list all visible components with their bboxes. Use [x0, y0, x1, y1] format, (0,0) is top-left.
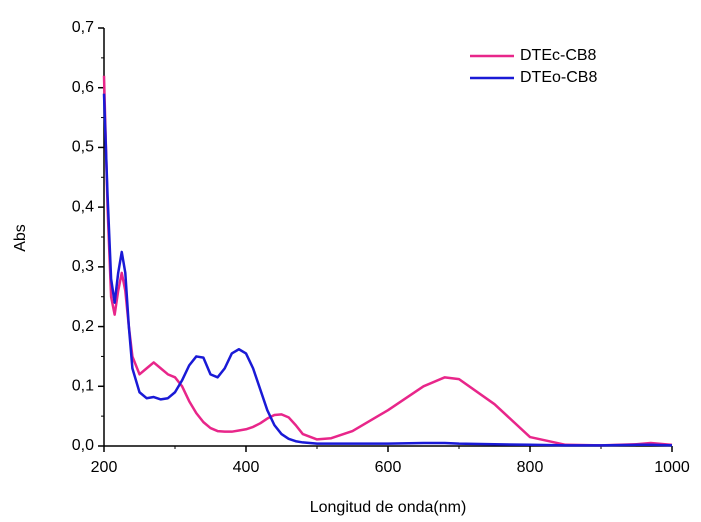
legend-label: DTEc-CB8 [520, 47, 597, 64]
y-tick-label: 0,2 [72, 318, 94, 335]
data-line [102, 75, 673, 447]
x-tick-label: 800 [517, 459, 544, 476]
y-tick-label: 0,1 [72, 378, 94, 395]
legend-label: DTEo-CB8 [520, 69, 597, 86]
data-line [102, 93, 673, 447]
y-tick-label: 0,0 [72, 437, 94, 454]
x-tick-label: 200 [91, 459, 118, 476]
y-tick-label: 0,3 [72, 258, 94, 275]
x-tick-label: 400 [233, 459, 260, 476]
y-tick-label: 0,4 [72, 198, 94, 215]
x-tick-label: 600 [375, 459, 402, 476]
y-axis-title: Abs [12, 224, 29, 252]
y-tick-label: 0,7 [72, 19, 94, 36]
y-tick-label: 0,6 [72, 79, 94, 96]
y-tick-label: 0,5 [72, 139, 94, 156]
x-tick-label: 1000 [654, 459, 690, 476]
x-axis-title: Longitud de onda(nm) [310, 499, 467, 516]
